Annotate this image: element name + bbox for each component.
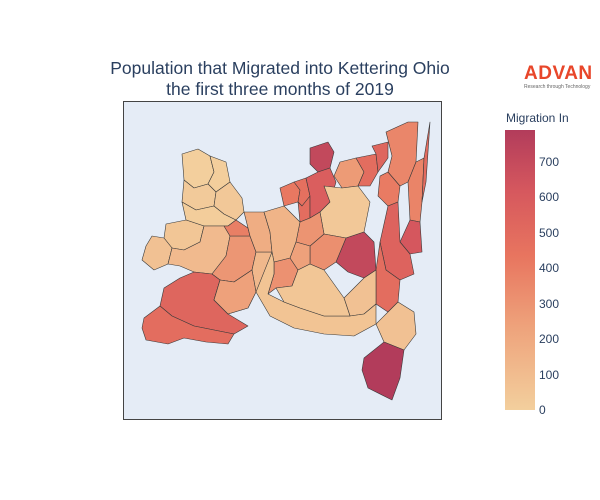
advan-logo: ADVAN Research through Technology	[524, 64, 598, 90]
colorbar-tick-label: 0	[539, 403, 546, 417]
logo-wordmark: ADVAN	[524, 63, 593, 84]
map-region-11[interactable]	[141, 305, 235, 345]
map-region-14[interactable]	[213, 269, 257, 315]
colorbar	[505, 130, 535, 410]
map-plot-area[interactable]	[123, 101, 442, 420]
map-region-33[interactable]	[375, 301, 417, 351]
map-region-34[interactable]	[361, 341, 405, 401]
colorbar-tick-label: 400	[539, 261, 560, 276]
map-title: Population that Migrated into Kettering …	[40, 58, 520, 100]
colorbar-tick-label: 100	[539, 367, 560, 382]
colorbar-tick-label: 300	[539, 296, 560, 311]
colorbar-tick-label: 200	[539, 332, 560, 347]
map-title-line-1: Population that Migrated into Kettering …	[110, 58, 450, 78]
logo-tagline: Research through Technology	[524, 84, 591, 90]
map-region-24[interactable]	[371, 141, 389, 173]
map-region-42[interactable]	[275, 263, 351, 317]
colorbar-tick-label: 600	[539, 190, 560, 205]
colorbar-tick-label: 700	[539, 154, 560, 169]
map-region-4[interactable]	[213, 181, 245, 221]
map-region-41[interactable]	[255, 251, 377, 337]
map-region-19[interactable]	[309, 141, 335, 173]
map-region-40[interactable]	[263, 205, 301, 263]
colorbar-title: Migration In	[506, 111, 569, 125]
map-region-6[interactable]	[141, 235, 173, 271]
map-region-22[interactable]	[319, 185, 371, 239]
map-title-line-2: the first three months of 2019	[166, 79, 394, 99]
colorbar-tick-label: 500	[539, 225, 560, 240]
map-region-29[interactable]	[399, 219, 423, 255]
choropleth-map[interactable]	[124, 102, 441, 419]
map-region-28[interactable]	[421, 121, 431, 203]
